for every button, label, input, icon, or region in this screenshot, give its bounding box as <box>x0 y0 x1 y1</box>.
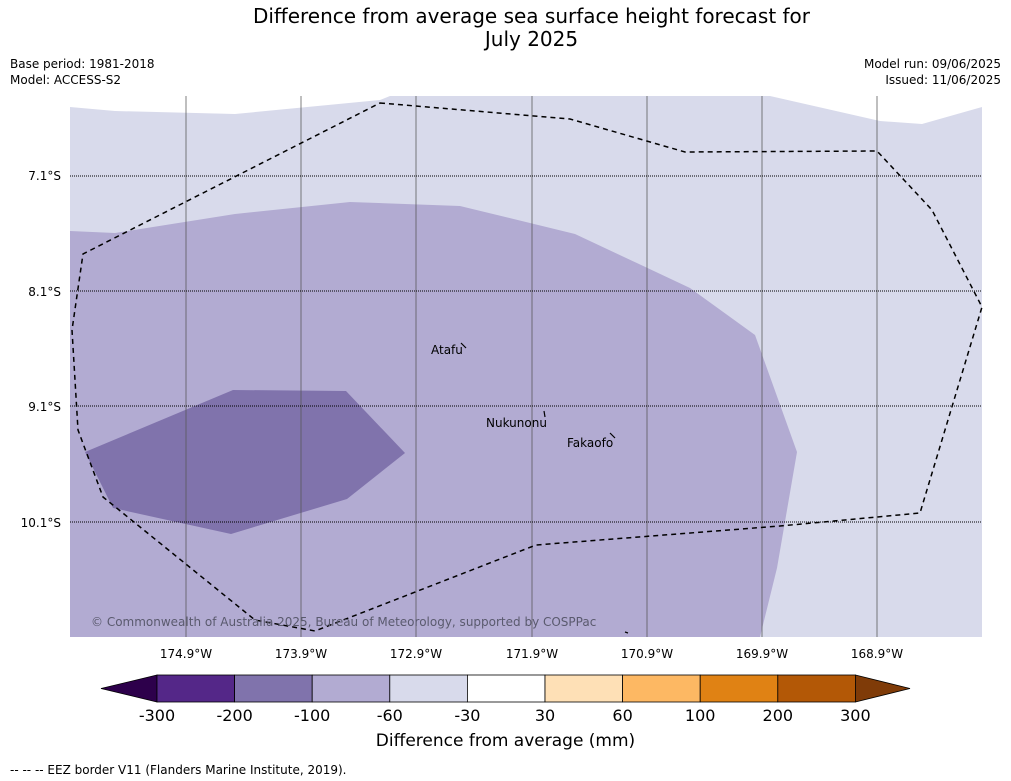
colorbar <box>100 674 911 703</box>
eez-legend-note: -- -- -- EEZ border V11 (Flanders Marine… <box>10 763 347 777</box>
copyright-notice: © Commonwealth of Australia 2025, Bureau… <box>91 615 596 629</box>
lat-label: 8.1°S <box>28 285 61 299</box>
colorbar-segment <box>156 674 235 703</box>
colorbar-segment <box>389 674 468 703</box>
top-gap-right <box>770 96 982 124</box>
lon-label: 172.9°W <box>390 647 442 661</box>
lon-label: 174.9°W <box>160 647 212 661</box>
colorbar-tick-label: 200 <box>763 706 794 725</box>
lon-label: 173.9°W <box>275 647 327 661</box>
top-gap-left <box>70 96 390 114</box>
colorbar-tick-label: 100 <box>685 706 716 725</box>
atafu-atoll-icon <box>460 342 467 349</box>
meta-right: Model run: 09/06/2025 Issued: 11/06/2025 <box>864 56 1001 88</box>
colorbar-segment <box>622 674 701 703</box>
lon-label: 168.9°W <box>851 647 903 661</box>
model-name: Model: ACCESS-S2 <box>10 73 122 87</box>
colorbar-segment <box>466 674 546 703</box>
colorbar-tick-label: 30 <box>535 706 555 725</box>
lat-label: 9.1°S <box>28 400 61 414</box>
colorbar-tick-label: -100 <box>294 706 330 725</box>
colorbar-segment <box>544 674 623 703</box>
colorbar-tick-label: -200 <box>216 706 252 725</box>
colorbar-title: Difference from average (mm) <box>375 731 636 751</box>
colorbar-segment <box>311 674 391 703</box>
issued-date: Issued: 11/06/2025 <box>885 73 1001 87</box>
islet-icon <box>624 631 629 634</box>
nukunonu-atoll-icon <box>543 410 546 418</box>
colorbar-segment <box>777 674 856 703</box>
anomaly-medium-area <box>70 202 797 637</box>
lon-label: 169.9°W <box>736 647 788 661</box>
lon-label: 171.9°W <box>506 647 558 661</box>
place-label-fakaofo: Fakaofo <box>567 436 613 450</box>
colorbar-segment <box>699 674 779 703</box>
colorbar-tick-labels: -300 -200 -100 -60 -30 30 60 100 200 300 <box>139 706 871 725</box>
lat-label: 10.1°S <box>21 516 61 530</box>
anomaly-dark-area <box>85 390 405 534</box>
place-label-nukunonu: Nukunonu <box>486 416 547 430</box>
place-label-atafu: Atafu <box>431 343 463 357</box>
title-line-2: July 2025 <box>484 27 579 51</box>
colorbar-tick-label: -30 <box>454 706 480 725</box>
fakaofo-atoll-icon <box>609 432 616 439</box>
page-title: Difference from average sea surface heig… <box>0 5 1011 51</box>
meta-left: Base period: 1981-2018 Model: ACCESS-S2 <box>10 56 155 88</box>
colorbar-tick-label: 300 <box>840 706 871 725</box>
colorbar-tick-label: 60 <box>612 706 632 725</box>
latitude-gridlines <box>70 175 982 523</box>
colorbar-tick-label: -60 <box>377 706 403 725</box>
colorbar-left-arrow <box>100 674 158 703</box>
colorbar-right-arrow <box>855 674 911 703</box>
eez-border <box>71 102 983 632</box>
lon-label: 170.9°W <box>621 647 673 661</box>
colorbar-segment <box>234 674 313 703</box>
lat-label: 7.1°S <box>28 169 61 183</box>
colorbar-tick-label: -300 <box>139 706 175 725</box>
longitude-labels: 174.9°W 173.9°W 172.9°W 171.9°W 170.9°W … <box>160 647 903 661</box>
base-period: Base period: 1981-2018 <box>10 57 155 71</box>
latitude-labels: 7.1°S 8.1°S 9.1°S 10.1°S <box>21 169 61 530</box>
model-run: Model run: 09/06/2025 <box>863 57 1001 71</box>
title-line-1: Difference from average sea surface heig… <box>252 4 811 28</box>
